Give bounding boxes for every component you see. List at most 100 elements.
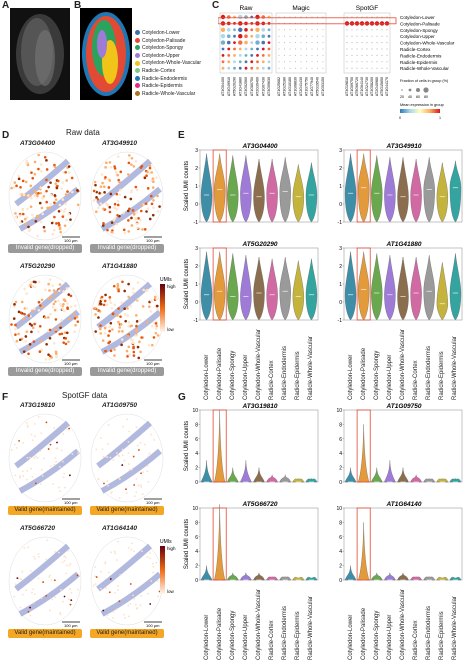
spatial-spot [155,324,158,328]
spatial-spot [119,188,122,192]
spatial-spot [30,309,34,313]
dotplot-dot [233,54,236,57]
spatial-spot [75,315,79,319]
dotplot-dot [371,42,373,44]
spatial-spot [30,196,33,200]
spatial-spot [53,201,56,204]
dotplot-dot [289,35,291,37]
spatial-spot [58,551,60,554]
dotplot-dot [344,21,350,26]
spatial-spot [100,298,104,301]
spatial-spot [121,330,124,333]
spatial-spot [147,455,149,458]
spatial-spot [66,302,69,305]
violin-chart: AT1G09750 0 2 4 6 8 10 [336,403,463,486]
spatial-spot [27,426,29,428]
violin-title: AT1G41880 [386,241,422,248]
spatial-spot [49,312,52,316]
spatial-spot [42,457,45,460]
violin-shape [200,565,213,581]
spatial-spot [112,610,115,613]
spatial-spot [29,280,33,284]
dotplot-dot [278,42,280,44]
cluster-legend-item: Radicle-Endodermis [135,76,187,82]
spatial-spot [25,159,29,163]
panel-label-g: G [178,392,186,403]
dotplot-dot [261,54,265,57]
dotplot-dot [361,67,363,69]
spatial-spot [104,166,107,169]
spatial-spot [26,207,29,211]
spatial-spot [146,170,149,174]
spatial-spot [153,295,157,299]
spatial-spot [46,316,50,319]
spatial-spot [106,480,109,482]
spatial-spot [36,234,40,238]
spatial-spot [67,293,71,296]
spatial-spot [110,492,112,494]
spatial-spot [51,232,55,236]
spatial-spot [146,207,150,210]
spatial-spot [132,212,136,215]
spatial-spot [37,167,40,171]
spatial-spot [45,159,48,162]
dotplot-dot [227,54,231,57]
violin-shape [384,460,396,483]
spatial-spot [37,301,41,304]
spatial-spot [116,213,119,217]
spatial-spot [135,324,138,328]
spatial-spot [21,570,24,573]
spatial-spot [155,176,158,179]
dotplot-dot [346,35,348,37]
dotplot-dot [356,67,358,69]
dotplot-dot [317,35,318,37]
spatial-spot [150,194,153,198]
spatial-spot [116,173,120,177]
scale-bar-label: 100 μm [146,361,160,366]
dotplot-dot [351,42,353,44]
spatial-spot [33,189,37,193]
spatial-spot [45,594,48,597]
spatial-spot [146,556,149,558]
violin-ytick: 4 [339,451,342,457]
dotplot-dot [250,41,254,44]
violin-shape [266,474,278,483]
dotplot-dot [356,35,358,37]
violin-shape [279,157,291,223]
spatial-spot [105,161,108,165]
spatial-spot [37,553,40,555]
dotplot-gene-label: AT1G64140 [360,77,364,96]
dotplot-dot [238,34,243,39]
dotplot-gene-label: AT1G44170 [385,77,389,96]
spatial-spot [70,176,74,180]
spatial-spot [52,342,56,345]
spatial-spot [67,212,71,216]
spatial-spot [50,579,53,581]
spatial-spot [64,171,67,174]
dotplot-dot [386,29,388,31]
spatial-spot [146,320,149,324]
violin-ytick: 3 [339,148,342,154]
dotplot-dot [306,54,307,56]
dotplot-dot [366,42,368,44]
vascular-band [18,186,80,232]
spatial-spot [25,422,28,424]
spatial-spot [25,307,29,310]
violin-category-label: Cotyledon-Palisade [216,347,223,400]
dotplot-dot [295,35,296,37]
dotplot-dot [351,54,353,57]
dotplot-group-label: Magic [292,5,310,12]
violin-highlight [212,149,227,223]
violin-ytick: 0 [339,578,342,584]
violin-shape [305,576,318,581]
spatial-spot [56,441,58,444]
dotplot-gene-label: AT1G41880 [238,77,242,96]
spatial-spot [139,484,142,487]
panel-label-d: D [2,130,10,141]
dotplot-dot [317,54,318,56]
violin-ytick: 2 [195,466,198,472]
dotplot-dot [221,54,225,57]
spatial-spot [106,456,109,459]
spatial-spot [48,206,52,209]
spatial-spot [26,424,29,427]
